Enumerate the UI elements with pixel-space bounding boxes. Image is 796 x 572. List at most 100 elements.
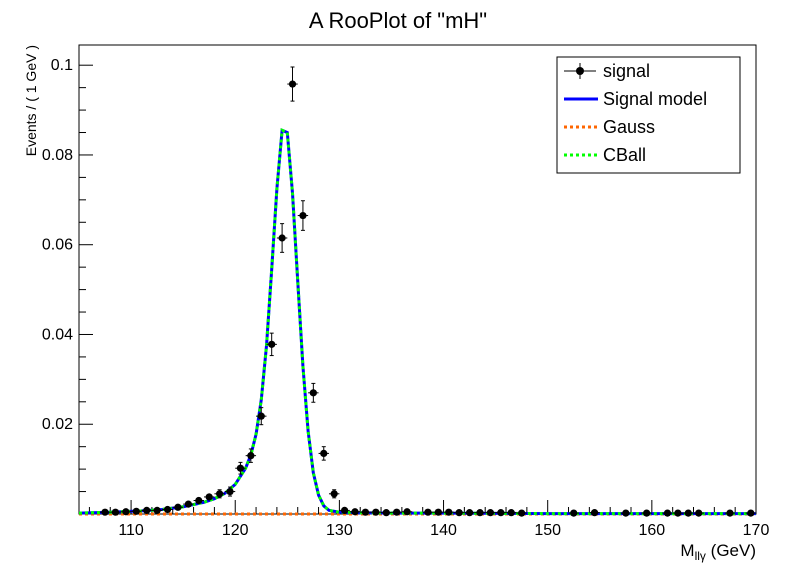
- signal-data-point: [245, 448, 257, 463]
- signal-data-point: [516, 509, 527, 517]
- point-marker: [205, 493, 213, 501]
- signal-data-point: [724, 509, 736, 517]
- signal-data-point: [235, 461, 246, 475]
- signal-data-point: [172, 503, 184, 511]
- signal-data-point: [131, 507, 142, 515]
- point-marker: [424, 508, 432, 516]
- y-tick-label: 0.06: [42, 237, 73, 254]
- point-marker: [393, 508, 401, 516]
- legend-label: Gauss: [603, 117, 655, 137]
- point-marker: [143, 506, 151, 515]
- point-marker: [570, 509, 578, 517]
- x-axis-label-subscript: llγ: [695, 549, 706, 563]
- signal-data-point: [308, 382, 319, 403]
- x-tick-label: 120: [222, 522, 249, 539]
- y-tick-label: 0.02: [42, 416, 73, 433]
- point-marker: [684, 509, 692, 517]
- signal-data-point: [443, 508, 454, 516]
- point-marker: [288, 80, 297, 88]
- point-marker: [184, 500, 192, 508]
- point-marker: [320, 449, 328, 458]
- signal-data-point: [381, 509, 392, 517]
- signal-data-point: [683, 509, 694, 517]
- x-tick-label: 160: [638, 522, 665, 539]
- signal-data-point: [391, 508, 402, 516]
- point-marker: [486, 509, 495, 517]
- signal-data-point: [464, 509, 475, 517]
- point-marker: [497, 509, 505, 517]
- point-marker: [518, 509, 526, 517]
- x-axis-label: Mllγ (GeV): [680, 541, 756, 563]
- y-tick-label: 0.04: [42, 326, 73, 343]
- point-marker: [372, 508, 380, 516]
- signal-data-point: [422, 508, 434, 516]
- legend-item-cball: CBall: [564, 145, 646, 165]
- point-marker: [132, 507, 140, 515]
- point-marker: [257, 412, 265, 420]
- signal-data-point: [474, 509, 486, 517]
- point-marker: [153, 506, 161, 515]
- point-marker: [674, 509, 682, 517]
- signal-data-point: [349, 508, 361, 516]
- point-marker: [330, 490, 338, 498]
- signal-data-point: [224, 486, 236, 497]
- legend-item-gauss: Gauss: [564, 117, 655, 137]
- point-marker: [309, 389, 317, 397]
- signal-data-point: [141, 506, 152, 515]
- signal-data-point: [120, 508, 132, 516]
- point-marker: [236, 464, 245, 472]
- signal-data-point: [485, 509, 496, 517]
- point-marker: [351, 508, 359, 516]
- point-marker: [476, 509, 484, 517]
- x-tick-label: 140: [430, 522, 457, 539]
- signal-data-point: [370, 508, 382, 516]
- x-tick-label: 170: [743, 522, 770, 539]
- point-marker: [122, 508, 130, 516]
- point-marker: [268, 340, 276, 348]
- point-marker: [101, 508, 109, 516]
- x-axis-label-main: M: [680, 541, 694, 560]
- point-marker: [111, 508, 120, 516]
- signal-data-point: [495, 509, 507, 517]
- chart-title: A RooPlot of "mH": [309, 8, 487, 33]
- point-marker: [663, 509, 672, 517]
- x-tick-label: 150: [534, 522, 561, 539]
- x-tick-label: 130: [326, 522, 353, 539]
- signal-data-point: [506, 509, 517, 517]
- point-marker: [403, 508, 411, 516]
- signal-data-point: [110, 508, 121, 516]
- point-marker: [163, 505, 172, 514]
- signal-data-point: [453, 509, 465, 517]
- signal-data-point: [266, 332, 277, 357]
- point-marker: [726, 509, 734, 517]
- point-marker: [195, 496, 203, 505]
- point-marker: [174, 503, 182, 511]
- legend: signal Signal model Gauss CBall: [556, 56, 741, 174]
- x-axis-label-unit: (GeV): [706, 541, 756, 560]
- signal-data-point: [589, 509, 600, 517]
- signal-data-point: [276, 223, 288, 253]
- point-marker: [465, 509, 474, 517]
- y-axis-ticks: 0.02 0.04 0.06 0.08 0.1: [42, 57, 93, 493]
- point-marker: [299, 211, 307, 220]
- point-marker: [278, 234, 286, 242]
- point-marker: [226, 487, 234, 496]
- signal-data-point: [297, 200, 309, 231]
- signal-data-point: [162, 505, 173, 514]
- legend-label: signal: [603, 61, 650, 81]
- signal-data-point: [183, 500, 194, 508]
- point-marker: [747, 509, 755, 517]
- y-tick-label: 0.1: [51, 57, 73, 74]
- signal-data-point: [151, 506, 163, 515]
- signal-data-point: [401, 508, 413, 516]
- x-tick-label: 110: [118, 522, 144, 539]
- signal-data-point: [318, 446, 329, 461]
- cball-curve: [78, 128, 756, 516]
- signal-data-point: [662, 509, 673, 517]
- signal-data-point: [433, 508, 444, 516]
- signal-data-point: [568, 509, 579, 517]
- signal-data-point: [287, 66, 298, 102]
- point-marker: [361, 508, 370, 516]
- point-marker: [216, 490, 224, 498]
- signal-data-point: [745, 509, 756, 517]
